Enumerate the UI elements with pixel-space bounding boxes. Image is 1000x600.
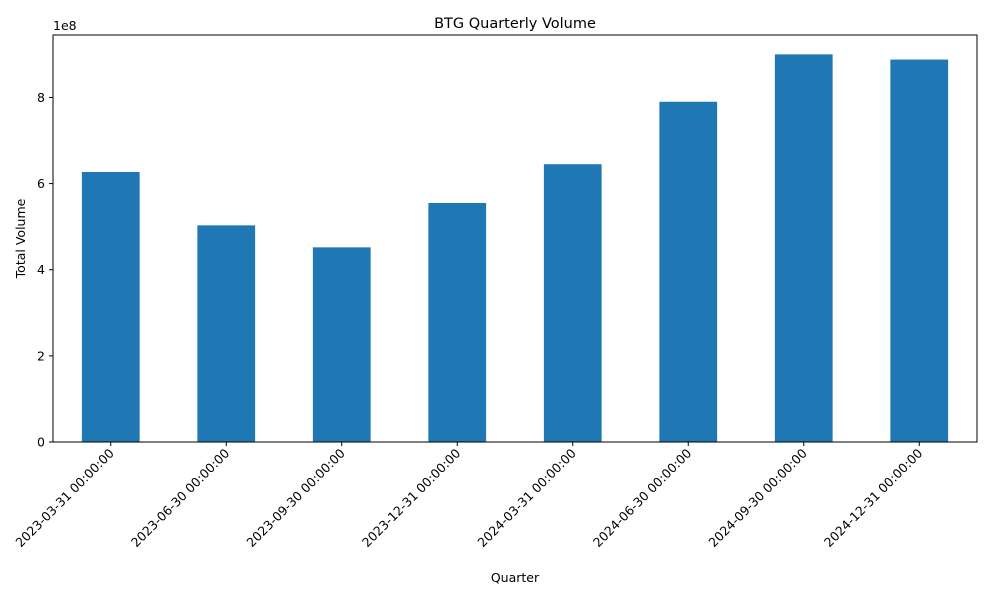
bar <box>81 171 140 442</box>
x-tick-label: 2023-09-30 00:00:00 <box>243 445 348 550</box>
x-ticks-group: 2023-03-31 00:00:00 2023-06-30 00:00:00 20… <box>12 442 925 550</box>
bar <box>890 59 949 443</box>
bar <box>312 247 371 442</box>
x-tick-label: 2023-03-31 00:00:00 <box>12 445 117 550</box>
bar <box>659 101 718 442</box>
y-tick-label: 4 <box>37 262 45 277</box>
x-tick-label: 2024-03-31 00:00:00 <box>474 445 579 550</box>
x-tick-label: 2024-12-31 00:00:00 <box>821 445 926 550</box>
bar <box>543 164 602 442</box>
y-tick-label: 6 <box>37 176 45 191</box>
y-axis-label: Total Volume <box>13 198 28 279</box>
plot-frame <box>52 34 978 443</box>
y-tick-label: 8 <box>37 90 45 105</box>
bar <box>774 54 833 442</box>
y-tick-label: 0 <box>37 435 45 450</box>
y-ticks-group: 0 2 4 6 8 <box>37 90 53 450</box>
x-tick-label: 2023-06-30 00:00:00 <box>128 445 233 550</box>
x-tick-label: 2024-09-30 00:00:00 <box>705 445 810 550</box>
x-tick-label: 2024-06-30 00:00:00 <box>590 445 695 550</box>
bar <box>197 225 256 442</box>
bars-group <box>81 54 949 443</box>
x-axis-label: Quarter <box>491 570 540 585</box>
chart-title: BTG Quarterly Volume <box>434 16 596 32</box>
y-tick-label: 2 <box>37 348 45 363</box>
y-axis-offset-label: 1e8 <box>53 18 77 33</box>
bar <box>428 202 487 442</box>
x-tick-label: 2023-12-31 00:00:00 <box>359 445 464 550</box>
